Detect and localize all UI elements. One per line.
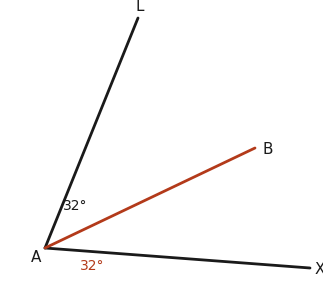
Text: X: X — [315, 263, 323, 277]
Text: 32°: 32° — [63, 199, 88, 213]
Text: A: A — [31, 251, 41, 266]
Text: 32°: 32° — [80, 259, 105, 273]
Text: L: L — [136, 0, 144, 14]
Text: B: B — [263, 142, 274, 158]
